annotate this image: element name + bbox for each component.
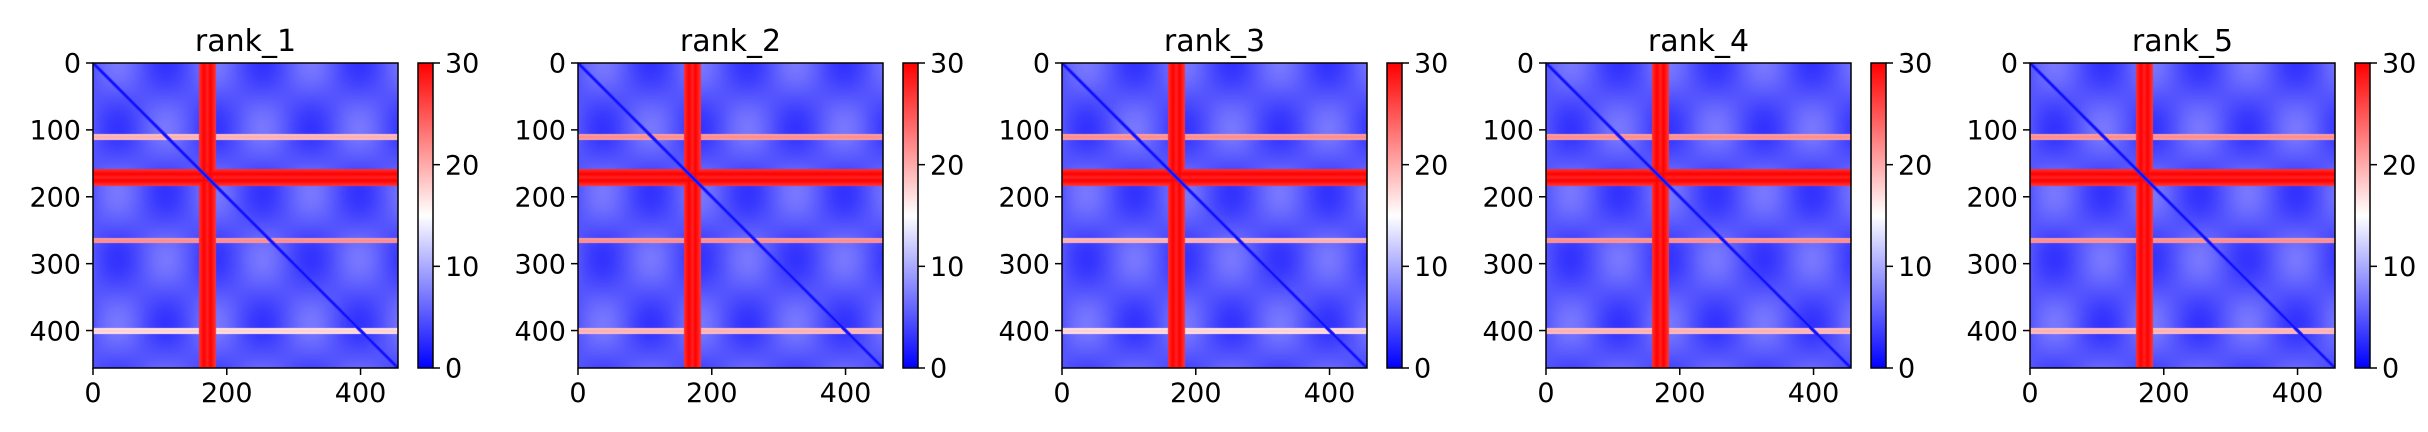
colorbar-tick-label: 0 <box>2382 354 2399 385</box>
colorbar-tick-label: 30 <box>1898 49 1932 80</box>
axes-frame <box>2029 62 2336 369</box>
y-tick-label: 100 <box>998 116 1050 147</box>
colorbar <box>902 62 919 369</box>
colorbar-tick-label: 30 <box>930 49 964 80</box>
colorbar-tick-label: 20 <box>1414 150 1448 181</box>
colorbar-tick-label: 0 <box>1414 354 1431 385</box>
panel-title: rank_3 <box>1164 24 1265 59</box>
y-tick-label: 0 <box>2001 49 2018 80</box>
y-tick-label: 400 <box>1482 316 1534 347</box>
y-tick-label: 300 <box>1482 249 1534 280</box>
heatmap-image <box>93 63 398 368</box>
y-tick-label: 200 <box>514 182 566 213</box>
colorbar-tick-label: 30 <box>1414 49 1448 80</box>
colorbar-tick-label: 0 <box>1898 354 1915 385</box>
x-tick-label: 200 <box>686 378 738 409</box>
heatmap-image <box>2030 63 2335 368</box>
colorbar <box>1386 62 1403 369</box>
colorbar-tick-label: 0 <box>930 354 947 385</box>
x-tick-label: 0 <box>84 378 101 409</box>
y-tick-label: 400 <box>514 316 566 347</box>
colorbar-tick-label: 20 <box>930 150 964 181</box>
colorbar-tick-label: 10 <box>445 252 479 283</box>
x-tick-label: 0 <box>2021 378 2038 409</box>
axes-frame <box>1061 62 1368 369</box>
y-tick-label: 400 <box>998 316 1050 347</box>
axes-frame <box>1545 62 1852 369</box>
x-tick-label: 0 <box>1053 378 1070 409</box>
x-tick-label: 400 <box>335 378 387 409</box>
y-tick-label: 400 <box>1966 316 2018 347</box>
colorbar <box>1870 62 1887 369</box>
y-tick-label: 100 <box>514 116 566 147</box>
y-tick-label: 0 <box>1033 49 1050 80</box>
y-tick-label: 300 <box>998 249 1050 280</box>
colorbar <box>2354 62 2371 369</box>
x-tick-label: 400 <box>820 378 872 409</box>
colorbar-tick-label: 10 <box>2382 252 2416 283</box>
colorbar <box>417 62 434 369</box>
panel-title: rank_2 <box>680 24 781 59</box>
colorbar-tick-label: 0 <box>445 354 462 385</box>
x-tick-label: 200 <box>201 378 253 409</box>
colorbar-tick-label: 20 <box>445 150 479 181</box>
x-tick-label: 400 <box>1304 378 1356 409</box>
y-tick-label: 200 <box>1966 182 2018 213</box>
colorbar-tick-label: 30 <box>2382 49 2416 80</box>
heatmap-image <box>1546 63 1851 368</box>
y-tick-label: 200 <box>29 182 81 213</box>
heatmap-image <box>1062 63 1367 368</box>
colorbar-tick-label: 10 <box>1414 252 1448 283</box>
colorbar-tick-label: 10 <box>1898 252 1932 283</box>
heatmap-image <box>578 63 883 368</box>
x-tick-label: 200 <box>1170 378 1222 409</box>
panel-title: rank_5 <box>2132 24 2233 59</box>
x-tick-label: 200 <box>1654 378 1706 409</box>
y-tick-label: 100 <box>1966 116 2018 147</box>
x-tick-label: 400 <box>2272 378 2324 409</box>
panel-title: rank_4 <box>1648 24 1749 59</box>
colorbar-tick-label: 20 <box>2382 150 2416 181</box>
colorbar-tick-label: 10 <box>930 252 964 283</box>
colorbar-tick-label: 20 <box>1898 150 1932 181</box>
axes-frame <box>577 62 884 369</box>
x-tick-label: 0 <box>1537 378 1554 409</box>
y-tick-label: 300 <box>29 249 81 280</box>
y-tick-label: 300 <box>1966 249 2018 280</box>
y-tick-label: 0 <box>1517 49 1534 80</box>
y-tick-label: 300 <box>514 249 566 280</box>
colorbar-tick-label: 30 <box>445 49 479 80</box>
y-tick-label: 100 <box>1482 116 1534 147</box>
x-tick-label: 0 <box>569 378 586 409</box>
y-tick-label: 0 <box>549 49 566 80</box>
axes-frame <box>92 62 399 369</box>
y-tick-label: 200 <box>998 182 1050 213</box>
panel-title: rank_1 <box>195 24 296 59</box>
x-tick-label: 400 <box>1788 378 1840 409</box>
y-tick-label: 400 <box>29 316 81 347</box>
y-tick-label: 200 <box>1482 182 1534 213</box>
y-tick-label: 0 <box>64 49 81 80</box>
x-tick-label: 200 <box>2138 378 2190 409</box>
y-tick-label: 100 <box>29 116 81 147</box>
